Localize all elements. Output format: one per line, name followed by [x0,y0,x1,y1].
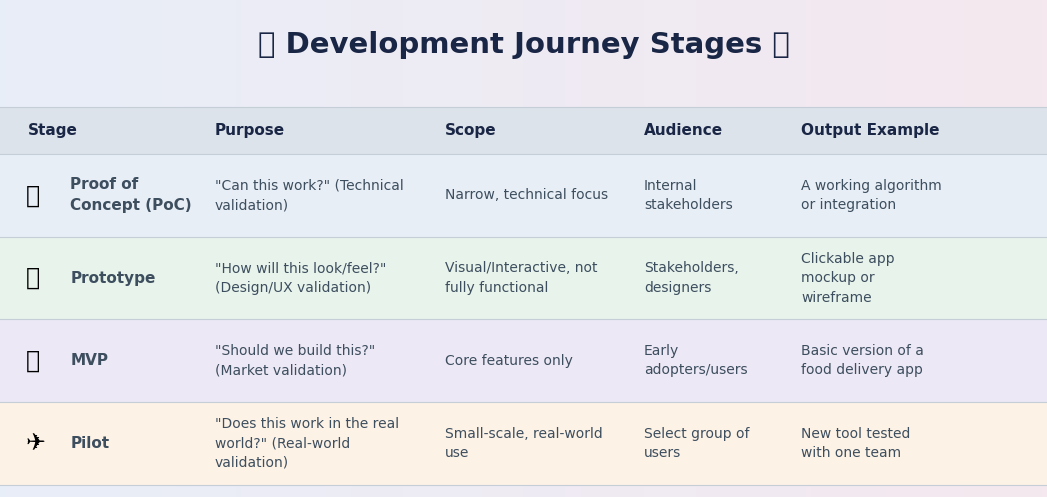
Text: Early
adopters/users: Early adopters/users [644,344,748,377]
Text: "Should we build this?"
(Market validation): "Should we build this?" (Market validati… [215,344,375,377]
Text: MVP: MVP [70,353,108,368]
Text: Pilot: Pilot [70,436,109,451]
Text: 🎨: 🎨 [26,266,40,290]
Text: Basic version of a
food delivery app: Basic version of a food delivery app [801,344,923,377]
Text: Clickable app
mockup or
wireframe: Clickable app mockup or wireframe [801,251,894,305]
Text: Proof of
Concept (PoC): Proof of Concept (PoC) [70,177,192,213]
Text: Small-scale, real-world
use: Small-scale, real-world use [445,426,603,460]
Text: A working algorithm
or integration: A working algorithm or integration [801,178,941,212]
FancyBboxPatch shape [0,107,1047,154]
Text: Select group of
users: Select group of users [644,426,750,460]
Text: Purpose: Purpose [215,123,285,138]
Text: Output Example: Output Example [801,123,939,138]
Text: Prototype: Prototype [70,270,156,285]
FancyBboxPatch shape [0,237,1047,319]
Text: "How will this look/feel?"
(Design/UX validation): "How will this look/feel?" (Design/UX va… [215,261,386,295]
Text: Audience: Audience [644,123,723,138]
Text: ✈️: ✈️ [26,431,46,455]
FancyBboxPatch shape [0,154,1047,237]
Text: 🔬: 🔬 [26,183,40,207]
Text: Internal
stakeholders: Internal stakeholders [644,178,733,212]
FancyBboxPatch shape [0,319,1047,402]
Text: Core features only: Core features only [445,354,573,368]
Text: "Does this work in the real
world?" (Real-world
validation): "Does this work in the real world?" (Rea… [215,417,399,470]
Text: 🚀: 🚀 [26,348,40,373]
FancyBboxPatch shape [0,402,1047,485]
Text: Stage: Stage [28,123,79,138]
Text: 🎯 Development Journey Stages 🎯: 🎯 Development Journey Stages 🎯 [258,31,789,59]
Text: Visual/Interactive, not
fully functional: Visual/Interactive, not fully functional [445,261,598,295]
Text: Stakeholders,
designers: Stakeholders, designers [644,261,738,295]
Text: Scope: Scope [445,123,496,138]
Text: New tool tested
with one team: New tool tested with one team [801,426,910,460]
Text: "Can this work?" (Technical
validation): "Can this work?" (Technical validation) [215,178,403,212]
Text: Narrow, technical focus: Narrow, technical focus [445,188,608,202]
